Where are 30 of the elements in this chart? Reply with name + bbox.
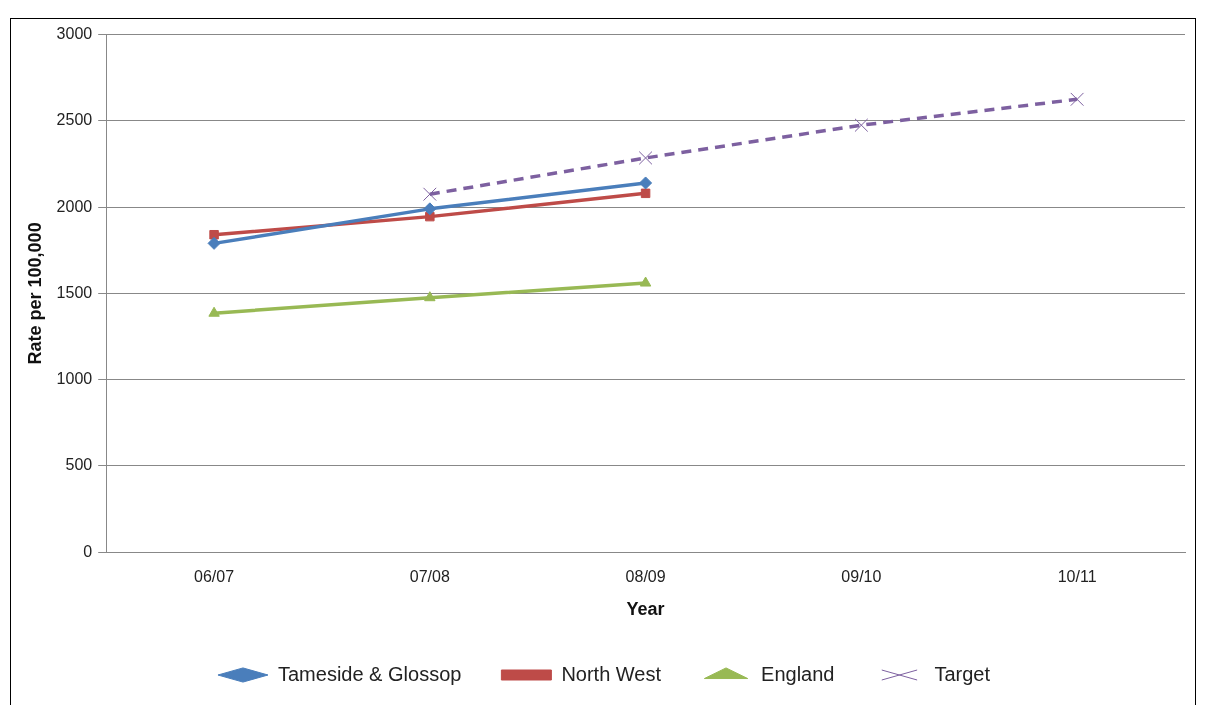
point xyxy=(639,276,652,287)
point xyxy=(208,306,220,317)
y-tick-label: 2500 xyxy=(56,111,93,129)
point xyxy=(207,236,221,250)
x-axis-title: Year xyxy=(626,599,665,620)
y-tick-label: 0 xyxy=(83,542,93,560)
y-axis-title: Rate per 100,000 xyxy=(24,222,45,365)
point xyxy=(640,188,651,199)
x-tick-label: 09/10 xyxy=(841,568,882,586)
point xyxy=(424,291,436,302)
y-tick-label: 3000 xyxy=(56,25,93,43)
point xyxy=(423,202,437,216)
y-tick-label: 1500 xyxy=(56,283,93,301)
legend-label: North West xyxy=(561,662,662,685)
point xyxy=(1070,92,1084,107)
point xyxy=(854,118,869,133)
legend-label: Target xyxy=(934,662,991,685)
x-tick-label: 06/07 xyxy=(194,568,235,586)
y-tick-label: 1000 xyxy=(56,370,93,388)
legend-label: Tameside & Glossop xyxy=(277,662,462,685)
y-tick-label: 2000 xyxy=(56,197,93,215)
x-tick-label: 10/11 xyxy=(1057,568,1097,586)
point xyxy=(639,176,653,190)
y-tick-label: 500 xyxy=(65,456,93,474)
point xyxy=(638,151,653,165)
x-tick-label: 07/08 xyxy=(409,568,450,586)
legend-label: England xyxy=(761,662,835,685)
point xyxy=(209,230,219,240)
point xyxy=(422,187,437,202)
x-tick-label: 08/09 xyxy=(625,568,666,586)
